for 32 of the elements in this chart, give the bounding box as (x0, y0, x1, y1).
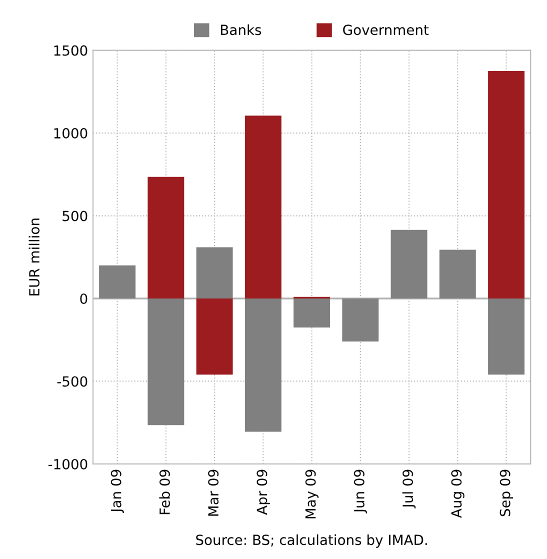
bar (488, 298, 525, 375)
x-tick-label: Jun 09 (354, 470, 368, 514)
y-tick-label: 0 (80, 293, 88, 304)
bar (196, 298, 233, 375)
x-tick-label: Jan 09 (110, 470, 124, 514)
legend-label: Government (343, 24, 429, 36)
x-tick-label: Aug 09 (451, 470, 464, 518)
bar (244, 298, 282, 432)
bar (294, 298, 330, 328)
y-tick-label: 500 (62, 210, 88, 222)
x-tick-label: Mar 09 (208, 470, 219, 516)
y-tick-label: -500 (57, 376, 88, 387)
x-tick-label: May 09 (305, 470, 319, 518)
bar (488, 70, 525, 299)
bar (439, 250, 476, 299)
y-tick-label: 1000 (54, 128, 88, 139)
legend-label: Banks (221, 24, 262, 36)
x-tick-label: Sep 09 (500, 470, 513, 516)
x-tick-label: Apr 09 (256, 470, 270, 515)
bar (196, 247, 233, 299)
y-tick-label: -1000 (48, 458, 88, 470)
bar (390, 230, 428, 299)
x-tick-label: Jul 09 (402, 470, 416, 508)
bar (342, 298, 379, 342)
bar (148, 176, 184, 299)
bar (99, 265, 136, 299)
y-axis-title: EUR million (28, 218, 40, 296)
source-note: Source: BS; calculations by IMAD. (196, 534, 427, 548)
x-tick-label: Feb 09 (159, 470, 170, 514)
y-tick-label: 1500 (54, 45, 88, 56)
bar (244, 116, 282, 299)
bar (148, 298, 184, 426)
